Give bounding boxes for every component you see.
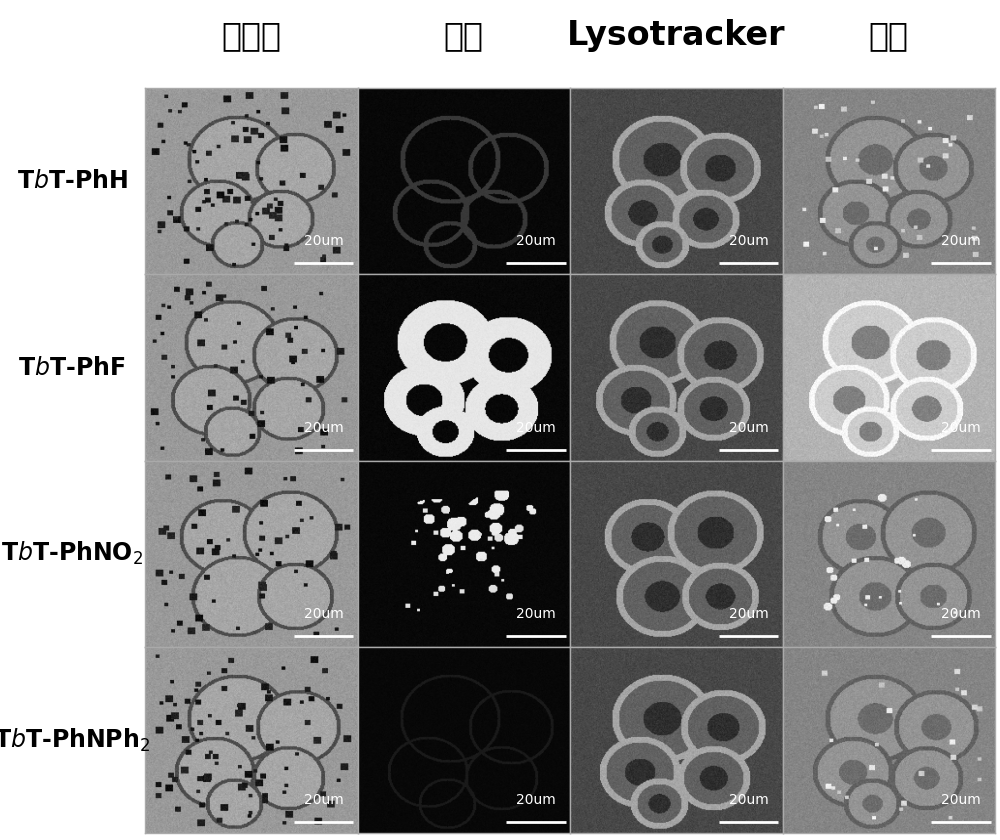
Text: 20um: 20um bbox=[516, 421, 556, 434]
Text: 20um: 20um bbox=[516, 607, 556, 621]
Text: 明视野: 明视野 bbox=[221, 18, 281, 52]
Text: T$\mathit{b}$T-PhH: T$\mathit{b}$T-PhH bbox=[17, 170, 127, 193]
Text: 20um: 20um bbox=[729, 793, 768, 807]
Text: 20um: 20um bbox=[304, 421, 343, 434]
Text: 20um: 20um bbox=[941, 607, 981, 621]
Text: 20um: 20um bbox=[516, 793, 556, 807]
Text: 20um: 20um bbox=[729, 234, 768, 249]
Text: 20um: 20um bbox=[304, 607, 343, 621]
Text: T$\mathit{b}$T-PhNO$_2$: T$\mathit{b}$T-PhNO$_2$ bbox=[1, 540, 143, 568]
Text: 20um: 20um bbox=[304, 793, 343, 807]
Text: T$\mathit{b}$T-PhF: T$\mathit{b}$T-PhF bbox=[18, 355, 126, 380]
Text: 20um: 20um bbox=[516, 234, 556, 249]
Text: 20um: 20um bbox=[729, 421, 768, 434]
Text: 20um: 20um bbox=[941, 234, 981, 249]
Text: 20um: 20um bbox=[941, 421, 981, 434]
Text: 探针: 探针 bbox=[444, 18, 484, 52]
Text: T$\mathit{b}$T-PhNPh$_2$: T$\mathit{b}$T-PhNPh$_2$ bbox=[0, 727, 150, 753]
Text: 合并: 合并 bbox=[869, 18, 909, 52]
Text: Lysotracker: Lysotracker bbox=[567, 18, 786, 52]
Text: 20um: 20um bbox=[729, 607, 768, 621]
Text: 20um: 20um bbox=[304, 234, 343, 249]
Text: 20um: 20um bbox=[941, 793, 981, 807]
